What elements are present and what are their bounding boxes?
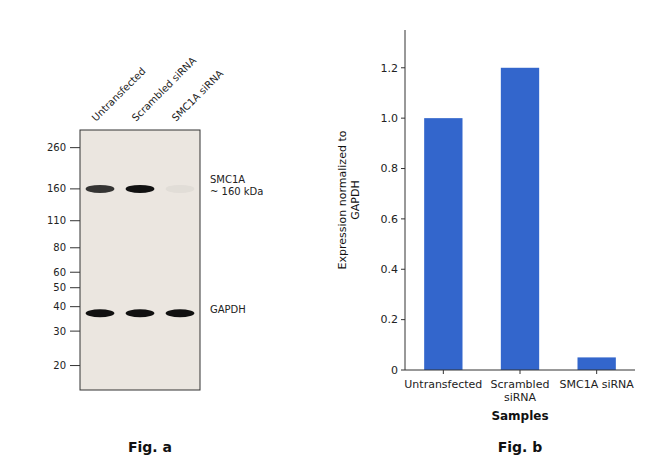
y-tick xyxy=(401,319,405,320)
ladder-label: 80 xyxy=(53,242,66,253)
bar-panel: 0 0.2 0.4 0.6 0.8 1.0 1.2 Untransfected Scramble… xyxy=(336,30,636,455)
y-axis xyxy=(405,30,406,370)
text-line: Untransfected xyxy=(404,378,482,391)
figure: 260 160 110 80 60 50 40 30 20 Untransfected Scramb… xyxy=(0,0,650,467)
ladder-tick xyxy=(70,331,80,332)
ladder-label: 30 xyxy=(53,326,66,337)
x-tick-label: Untransfected xyxy=(404,378,482,391)
x-axis-label: Samples xyxy=(491,409,548,423)
gel xyxy=(80,130,200,390)
band xyxy=(86,309,115,317)
y-tick-label: 1.0 xyxy=(381,112,399,125)
ladder-tick xyxy=(70,188,80,189)
band xyxy=(126,185,155,193)
x-tick xyxy=(596,370,597,374)
band xyxy=(166,309,195,317)
y-tick-label: 0.8 xyxy=(381,162,399,175)
ladder-label: 40 xyxy=(53,301,66,312)
y-tick-label: 0.2 xyxy=(381,313,399,326)
y-tick-label: 1.2 xyxy=(381,62,399,75)
text-line: Scrambled xyxy=(491,378,550,391)
ladder-tick xyxy=(70,287,80,288)
x-tick-label: ScrambledsiRNA xyxy=(491,378,550,404)
ladder-tick xyxy=(70,272,80,273)
band xyxy=(86,185,115,193)
lane-label: SMC1A siRNA xyxy=(170,68,226,124)
band xyxy=(166,185,195,193)
ladder-label: 20 xyxy=(53,360,66,371)
blot-panel: 260160110806050403020UntransfectedScramb… xyxy=(47,55,264,455)
bar xyxy=(501,68,539,370)
y-tick xyxy=(401,118,405,119)
y-tick xyxy=(401,269,405,270)
panel-label: Fig. a xyxy=(128,439,172,455)
bands xyxy=(86,185,195,317)
ladder-tick xyxy=(70,247,80,248)
band-annotation: GAPDH xyxy=(210,304,246,315)
ladder-tick xyxy=(70,365,80,366)
ladder-label: 50 xyxy=(53,282,66,293)
y-tick-label: 0.6 xyxy=(381,213,399,226)
y-tick xyxy=(401,168,405,169)
bar xyxy=(424,118,462,370)
x-tick xyxy=(520,370,521,374)
ladder-label: 60 xyxy=(53,267,66,278)
ladder-tick xyxy=(70,220,80,221)
lane-label: Scrambled siRNA xyxy=(130,55,199,124)
ladder-label: 160 xyxy=(47,183,66,194)
y-tick xyxy=(401,370,405,371)
y-tick-label: 0 xyxy=(391,364,398,377)
band-annotation: SMC1A~ 160 kDa xyxy=(210,174,263,197)
ladder-label: 260 xyxy=(47,142,66,153)
band xyxy=(126,309,155,317)
text-line: Expression normalized to xyxy=(336,130,349,269)
x-tick-label: SMC1A siRNA xyxy=(559,378,634,391)
text-line: SMC1A xyxy=(210,174,245,185)
y-tick xyxy=(401,218,405,219)
text-line: GAPDH xyxy=(349,180,362,219)
text-line: siRNA xyxy=(504,391,537,404)
panel-label: Fig. b xyxy=(498,439,543,455)
y-tick-label: 0.4 xyxy=(381,263,399,276)
y-tick xyxy=(401,67,405,68)
text-line: SMC1A siRNA xyxy=(559,378,634,391)
ladder-tick xyxy=(70,147,80,148)
y-axis-label: Expression normalized toGAPDH xyxy=(336,130,362,269)
text-line: GAPDH xyxy=(210,304,246,315)
ladder-label: 110 xyxy=(47,215,66,226)
bar xyxy=(578,357,616,370)
bars xyxy=(424,68,616,370)
x-tick xyxy=(443,370,444,374)
ladder-tick xyxy=(70,306,80,307)
text-line: ~ 160 kDa xyxy=(210,186,263,197)
